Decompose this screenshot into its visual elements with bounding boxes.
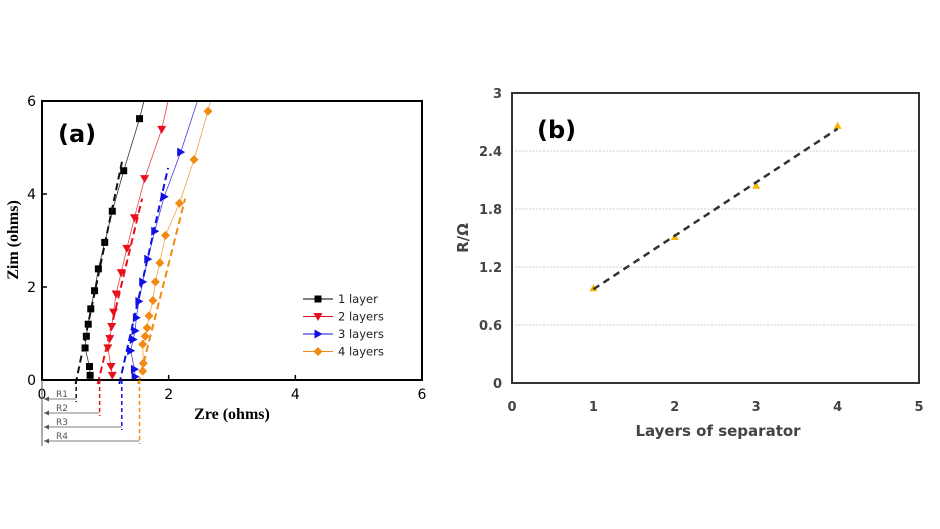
x-tick-label: 1 — [589, 400, 598, 415]
x-tick-label: 2 — [164, 387, 173, 403]
data-point-2 — [105, 335, 115, 344]
data-point-2 — [111, 290, 121, 299]
y-tick-label: 2.4 — [479, 145, 502, 160]
data-point-3 — [129, 335, 138, 345]
data-point-4 — [138, 358, 148, 368]
fit-line-2 — [96, 198, 144, 385]
data-point-4 — [150, 277, 160, 287]
chart-b: 0 0.6 1.2 1.8 2.4 3 0 1 2 3 4 5 Layers of separator R… — [454, 87, 924, 440]
x-tick-label: 6 — [418, 387, 427, 403]
data-point — [833, 121, 842, 129]
data-point-1 — [120, 167, 128, 175]
y-tick-label: 0 — [27, 373, 36, 389]
x-tick-label: 0 — [507, 400, 516, 415]
y-tick-label: 4 — [27, 187, 36, 203]
data-point-2 — [109, 308, 119, 317]
series-line-2 — [107, 101, 169, 376]
x-axis-label-a: Zre (ohms) — [194, 406, 270, 423]
r-label: R1 — [56, 390, 68, 400]
data-point-4 — [174, 198, 184, 208]
data-point-4 — [148, 295, 158, 305]
data-point-2 — [122, 244, 132, 253]
data-point-1 — [136, 115, 144, 123]
x-axis-label-b: Layers of separator — [635, 422, 801, 440]
legend-marker — [314, 295, 322, 303]
x-tick-label: 4 — [833, 400, 842, 415]
data-point-2 — [107, 371, 117, 380]
legend-label: 1 layer — [338, 292, 378, 306]
arrow-head-icon — [44, 438, 49, 444]
data-point-4 — [140, 331, 150, 341]
y-tick-label: 0 — [493, 377, 502, 392]
fit-line — [592, 127, 839, 291]
data-point-3 — [131, 372, 140, 380]
panel-label-a: (a) — [58, 120, 96, 148]
y-tick-label: 1.2 — [479, 261, 502, 276]
data-point-3 — [127, 346, 136, 356]
data-point-1 — [86, 371, 94, 379]
data-point-2 — [116, 269, 126, 278]
y-axis-label-b: R/Ω — [454, 223, 472, 253]
data-point-1 — [87, 305, 95, 313]
fit-line-3 — [118, 167, 170, 385]
axes-frame-a — [41, 100, 423, 381]
data-point-4 — [138, 339, 148, 349]
legend-label: 4 layers — [338, 345, 384, 359]
data-point-1 — [81, 344, 89, 352]
y-axis-label-a: Zim (ohms) — [5, 200, 22, 280]
legend-label: 3 layers — [338, 327, 384, 341]
axes-frame-b — [511, 92, 920, 384]
data-point-2 — [157, 125, 167, 134]
series-line-4 — [142, 101, 211, 372]
data-point-4 — [142, 323, 152, 333]
legend-marker — [313, 347, 323, 356]
x-tick-label: 4 — [291, 387, 300, 403]
y-tick-label: 2 — [27, 280, 36, 296]
data-point-1 — [91, 287, 99, 295]
y-tick-label: 3 — [493, 87, 502, 102]
series-line-3 — [130, 101, 198, 377]
arrow-head-icon — [44, 396, 49, 402]
data-point-1 — [94, 265, 102, 273]
x-tick-label: 3 — [752, 400, 761, 415]
arrow-head-icon — [44, 410, 49, 416]
legend-marker — [313, 313, 323, 321]
data-point-4 — [189, 155, 199, 165]
arrow-head-icon — [44, 424, 49, 430]
r-label: R3 — [56, 418, 68, 428]
data-point-2 — [129, 214, 139, 223]
y-tick-label: 0.6 — [479, 319, 502, 334]
data-point-2 — [103, 344, 113, 353]
legend-label: 2 layers — [338, 310, 384, 324]
r-label: R4 — [56, 432, 68, 442]
data-point-2 — [106, 363, 116, 372]
x-tick-label: 5 — [914, 400, 923, 415]
data-point — [752, 181, 761, 189]
y-tick-label: 1.8 — [479, 203, 502, 218]
data-point-4 — [138, 366, 148, 376]
legend-marker — [314, 329, 323, 339]
x-tick-label: 2 — [670, 400, 679, 415]
y-tick-label: 6 — [27, 94, 36, 110]
r-label: R2 — [56, 404, 68, 414]
fit-line-1 — [74, 159, 124, 385]
panel-label-b: (b) — [537, 116, 576, 144]
data-point-4 — [155, 258, 165, 268]
data-point-3 — [130, 364, 139, 374]
data-point-4 — [161, 230, 170, 240]
data-point-3 — [160, 192, 169, 202]
data-point-1 — [86, 363, 93, 371]
plot-area-a — [81, 101, 213, 380]
data-point-3 — [131, 326, 140, 336]
fit-line-4 — [137, 198, 187, 385]
data-point-4 — [203, 106, 213, 116]
data-point-3 — [177, 147, 186, 157]
data-point-2 — [140, 175, 150, 184]
data-point-4 — [144, 311, 154, 321]
